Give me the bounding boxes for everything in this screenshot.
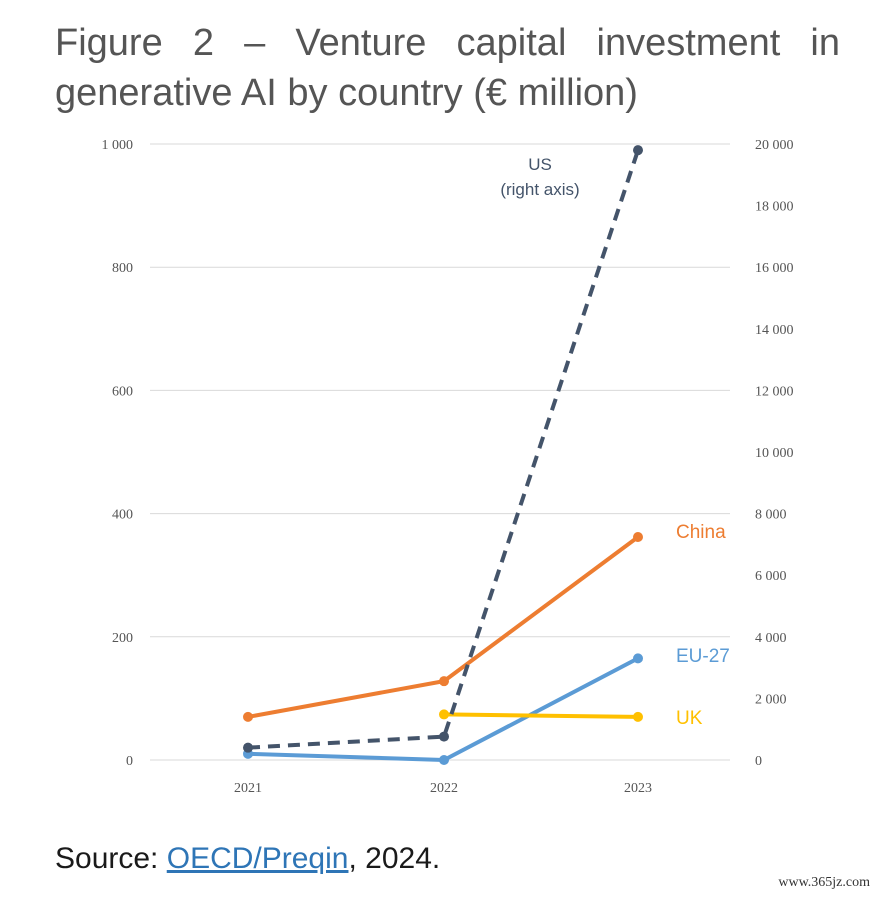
left-tick-label: 400 bbox=[112, 508, 133, 523]
right-tick-label: 16 000 bbox=[755, 261, 794, 276]
source-link[interactable]: OECD/Preqin bbox=[166, 842, 349, 875]
right-tick-label: 18 000 bbox=[755, 200, 794, 215]
data-point-uk bbox=[633, 711, 643, 722]
x-axis-ticks: 2021 2022 2023 bbox=[234, 781, 652, 796]
x-tick-label: 2023 bbox=[624, 781, 652, 796]
right-tick-label: 4 000 bbox=[755, 631, 787, 646]
x-tick-label: 2021 bbox=[234, 781, 262, 796]
series-line-eu-27 bbox=[246, 656, 640, 762]
source-prefix: Source: bbox=[55, 842, 167, 875]
series-label-eu-27: EU-27 bbox=[676, 646, 730, 667]
source-note: Source: OECD/Preqin, 2024. bbox=[55, 842, 440, 876]
series-label-line: US bbox=[528, 155, 552, 174]
series-labels: China EU-27 UK US (right axis) bbox=[500, 155, 730, 729]
watermark: www.365jz.com bbox=[778, 875, 870, 890]
left-tick-label: 800 bbox=[112, 261, 133, 276]
right-tick-label: 12 000 bbox=[755, 384, 794, 399]
right-tick-label: 6 000 bbox=[755, 569, 787, 584]
left-tick-label: 0 bbox=[126, 754, 133, 769]
left-tick-label: 1 000 bbox=[102, 138, 134, 153]
series-label-line: (right axis) bbox=[500, 180, 579, 199]
left-tick-label: 600 bbox=[112, 384, 133, 399]
x-tick-label: 2022 bbox=[430, 781, 458, 796]
series-label-us: US (right axis) bbox=[500, 155, 579, 199]
series-label-uk: UK bbox=[676, 708, 703, 729]
chart-canvas: 0 200 400 600 800 1 000 0 2 000 4 000 6 000 8 000… bbox=[102, 138, 794, 796]
data-point-us bbox=[243, 742, 253, 753]
data-point-china bbox=[243, 711, 253, 722]
right-axis-ticks: 0 2 000 4 000 6 000 8 000 10 000 12 000 14 000 1… bbox=[755, 138, 794, 769]
data-point-uk bbox=[439, 709, 449, 720]
right-tick-label: 0 bbox=[755, 754, 762, 769]
data-point-eu-27 bbox=[439, 755, 449, 765]
data-point-china bbox=[439, 676, 449, 687]
left-axis-ticks: 0 200 400 600 800 1 000 bbox=[102, 138, 134, 769]
data-point-us bbox=[439, 731, 449, 742]
right-tick-label: 10 000 bbox=[755, 446, 794, 461]
data-point-china bbox=[633, 532, 643, 543]
right-tick-label: 20 000 bbox=[755, 138, 794, 153]
source-suffix: , 2024. bbox=[348, 842, 441, 875]
data-point-us bbox=[633, 145, 643, 156]
series-line-uk bbox=[442, 712, 640, 719]
right-tick-label: 2 000 bbox=[755, 692, 787, 707]
series-label-china: China bbox=[676, 522, 726, 543]
chart-title: Figure 2 – Venture capital investment in… bbox=[55, 22, 840, 114]
right-tick-label: 8 000 bbox=[755, 508, 787, 523]
right-tick-label: 14 000 bbox=[755, 323, 794, 338]
gridlines bbox=[150, 143, 730, 761]
data-point-eu-27 bbox=[633, 653, 643, 664]
series-points bbox=[243, 145, 643, 765]
left-tick-label: 200 bbox=[112, 631, 133, 646]
series-line-us bbox=[247, 149, 640, 750]
series-lines bbox=[246, 149, 640, 762]
